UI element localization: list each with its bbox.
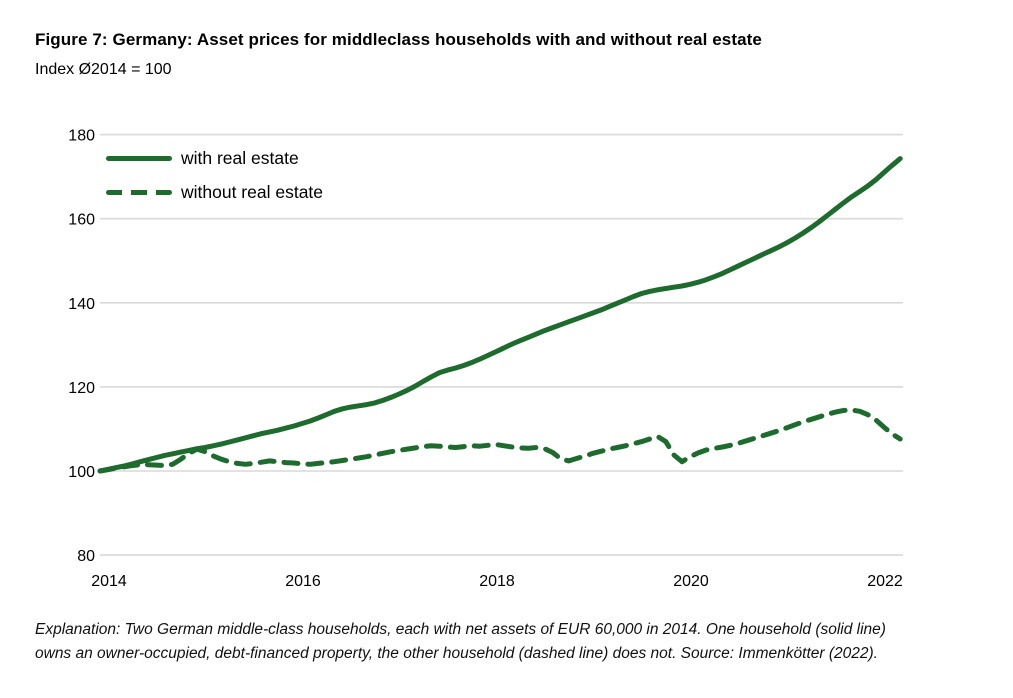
figure-explanation: Explanation: Two German middle-class hou… [35, 618, 1000, 666]
legend-item-without-real-estate: without real estate [106, 180, 323, 205]
y-tick-label-80: 80 [77, 548, 95, 565]
series-line-dashed [97, 407, 903, 474]
x-tick-label-2018: 2018 [479, 573, 515, 590]
y-tick-label-120: 120 [68, 380, 95, 397]
y-tick-label-180: 180 [68, 128, 95, 145]
y-tick-label-100: 100 [68, 464, 95, 481]
figure-subtitle: Index Ø2014 = 100 [35, 61, 172, 78]
legend-label-without-real-estate: without real estate [181, 182, 324, 202]
solid-line-swatch-icon [106, 156, 172, 161]
legend-item-with-real-estate: with real estate [106, 146, 323, 171]
x-tick-label-2014: 2014 [91, 573, 127, 590]
x-tick-label-2016: 2016 [285, 573, 321, 590]
x-tick-label-2020: 2020 [673, 573, 709, 590]
explanation-line-2: owns an owner-occupied, debt-financed pr… [35, 645, 878, 662]
y-tick-label-160: 160 [68, 212, 95, 229]
chart-legend: with real estate without real estate [106, 146, 323, 205]
legend-label-with-real-estate: with real estate [181, 148, 299, 168]
series-line-solid [97, 156, 903, 474]
y-tick-label-140: 140 [68, 296, 95, 313]
figure-title: Figure 7: Germany: Asset prices for midd… [35, 30, 762, 49]
dashed-line-swatch-icon [106, 190, 172, 195]
x-tick-label-2022: 2022 [867, 573, 903, 590]
explanation-line-1: Explanation: Two German middle-class hou… [35, 621, 886, 638]
